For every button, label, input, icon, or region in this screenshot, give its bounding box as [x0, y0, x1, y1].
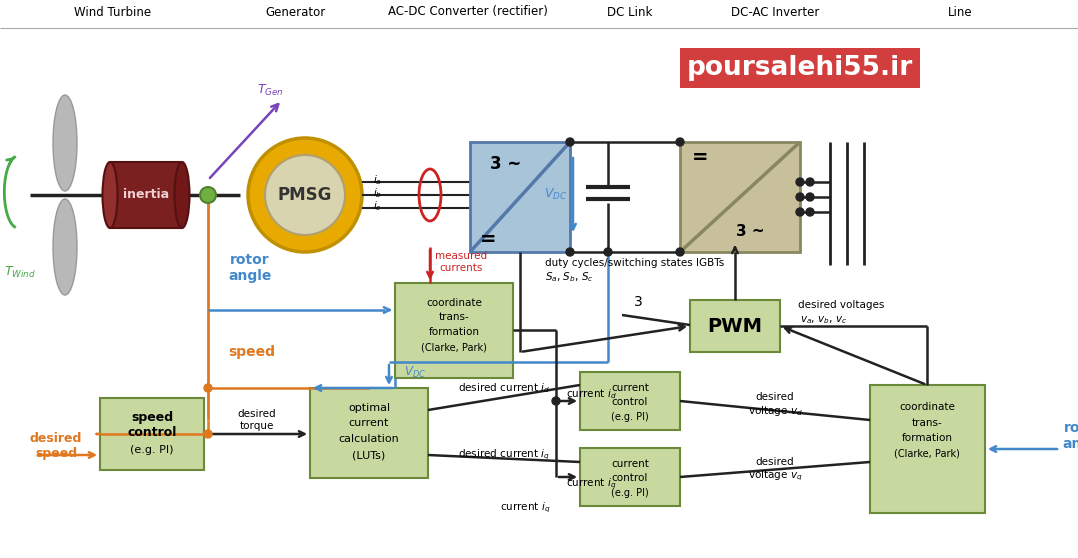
Text: trans-: trans-: [439, 312, 469, 322]
Text: desired
torque: desired torque: [237, 409, 276, 431]
Bar: [110, 162, 182, 228]
Bar: [690, 300, 780, 352]
Text: AC-DC Converter (rectifier): AC-DC Converter (rectifier): [388, 6, 548, 18]
Text: $T_{Gen}$: $T_{Gen}$: [257, 83, 284, 98]
Text: $i_c$: $i_c$: [373, 199, 382, 213]
Text: $T_{Wind}$: $T_{Wind}$: [4, 264, 36, 280]
Text: control: control: [612, 397, 648, 407]
Text: measured
currents: measured currents: [436, 251, 487, 273]
Bar: [395, 283, 513, 378]
Text: $V_{DC}$: $V_{DC}$: [404, 364, 426, 379]
Text: 3: 3: [634, 295, 642, 309]
Bar: [680, 48, 920, 88]
Text: duty cycles/switching states IGBTs: duty cycles/switching states IGBTs: [545, 258, 724, 268]
Text: (LUTs): (LUTs): [353, 450, 386, 460]
Circle shape: [806, 193, 814, 201]
Text: speed: speed: [130, 411, 174, 425]
Circle shape: [566, 248, 573, 256]
Text: coordinate: coordinate: [899, 402, 955, 412]
Circle shape: [265, 155, 345, 235]
Text: formation: formation: [901, 433, 953, 443]
Text: Generator: Generator: [265, 6, 326, 18]
Circle shape: [806, 208, 814, 216]
Text: DC Link: DC Link: [607, 6, 652, 18]
Text: desired
voltage $v_d$: desired voltage $v_d$: [747, 392, 802, 418]
Bar: [310, 388, 428, 478]
Text: 3 ~: 3 ~: [735, 224, 764, 239]
Text: inertia: inertia: [123, 189, 169, 201]
Bar: [680, 142, 800, 252]
Text: $i_a$: $i_a$: [373, 173, 382, 187]
Text: Line: Line: [948, 6, 972, 18]
Ellipse shape: [53, 95, 77, 191]
Text: =: =: [692, 148, 708, 167]
Text: (e.g. PI): (e.g. PI): [130, 445, 174, 455]
Text: desired
voltage $v_q$: desired voltage $v_q$: [748, 457, 802, 483]
Circle shape: [676, 248, 685, 256]
Text: current $i_q$: current $i_q$: [500, 501, 551, 515]
Circle shape: [796, 208, 804, 216]
Circle shape: [248, 138, 362, 252]
Text: (Clarke, Park): (Clarke, Park): [421, 343, 487, 353]
Text: $v_a$, $v_b$, $v_c$: $v_a$, $v_b$, $v_c$: [800, 314, 847, 326]
Text: rotor
angle: rotor angle: [229, 253, 272, 283]
Ellipse shape: [175, 162, 190, 228]
Text: 3 ~: 3 ~: [490, 155, 522, 173]
Text: $V_{DC}$: $V_{DC}$: [544, 186, 568, 201]
Bar: [870, 385, 985, 513]
Circle shape: [806, 178, 814, 186]
Text: poursalehi55.ir: poursalehi55.ir: [687, 55, 913, 81]
Bar: [580, 448, 680, 506]
Text: control: control: [612, 473, 648, 483]
Text: coordinate: coordinate: [426, 298, 482, 308]
Text: $S_a$, $S_b$, $S_c$: $S_a$, $S_b$, $S_c$: [545, 270, 594, 284]
Text: =: =: [480, 230, 497, 249]
Text: (Clarke, Park): (Clarke, Park): [894, 448, 959, 458]
Ellipse shape: [102, 162, 118, 228]
Text: desired current $i_q$: desired current $i_q$: [458, 448, 550, 462]
Text: trans-: trans-: [912, 418, 942, 428]
Text: current: current: [611, 383, 649, 393]
Circle shape: [604, 248, 612, 256]
Circle shape: [676, 138, 685, 146]
Text: current $i_d$: current $i_d$: [566, 387, 617, 401]
Text: PWM: PWM: [707, 316, 762, 335]
Text: DC-AC Inverter: DC-AC Inverter: [731, 6, 819, 18]
Circle shape: [204, 384, 212, 392]
Circle shape: [552, 397, 559, 405]
Ellipse shape: [53, 199, 77, 295]
Text: current $i_q$: current $i_q$: [566, 477, 617, 491]
Bar: [580, 372, 680, 430]
Text: current: current: [611, 459, 649, 469]
Text: $i_b$: $i_b$: [373, 186, 382, 200]
Text: current: current: [349, 418, 389, 428]
Text: control: control: [127, 426, 177, 440]
Circle shape: [204, 430, 212, 438]
Text: calculation: calculation: [338, 434, 399, 444]
Text: desired
speed: desired speed: [30, 432, 82, 460]
Bar: [100, 398, 204, 470]
Text: optimal: optimal: [348, 403, 390, 413]
Text: desired voltages: desired voltages: [798, 300, 884, 310]
Text: (e.g. PI): (e.g. PI): [611, 412, 649, 422]
Circle shape: [796, 193, 804, 201]
Circle shape: [796, 178, 804, 186]
Text: desired current $i_d$: desired current $i_d$: [458, 381, 550, 395]
Text: Wind Turbine: Wind Turbine: [74, 6, 152, 18]
Text: speed: speed: [229, 345, 275, 359]
Circle shape: [201, 187, 216, 203]
Circle shape: [566, 138, 573, 146]
Text: (e.g. PI): (e.g. PI): [611, 488, 649, 498]
Text: PMSG: PMSG: [278, 186, 332, 204]
Text: formation: formation: [428, 327, 480, 337]
Text: rotor
angle: rotor angle: [1062, 421, 1078, 451]
Bar: [470, 142, 570, 252]
